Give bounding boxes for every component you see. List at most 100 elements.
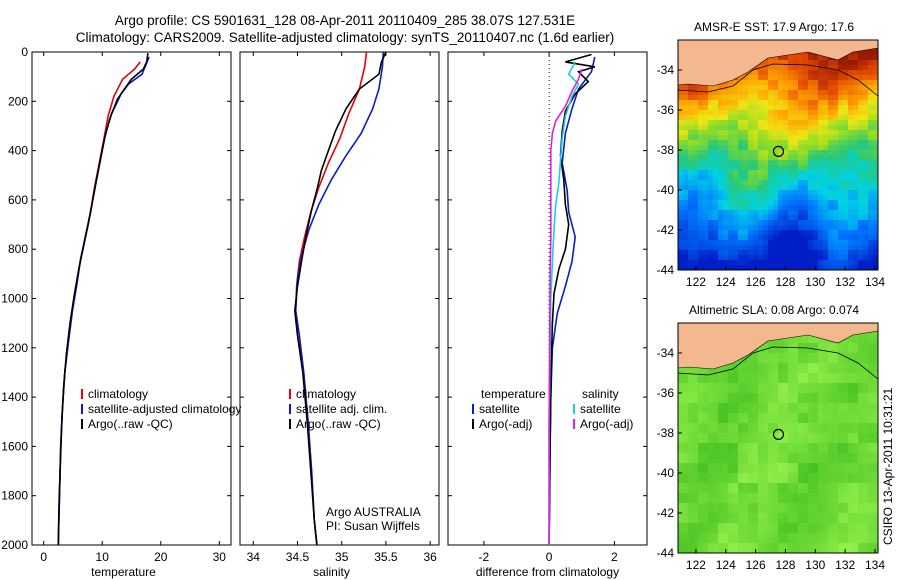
map-lon-label: 126 xyxy=(746,558,766,572)
x-tick-label: 36 xyxy=(423,550,437,564)
x-tick-label: 10 xyxy=(96,550,110,564)
legend-label: satellite adj. clim. xyxy=(296,402,387,416)
series-line-argo-raw-qc- xyxy=(57,53,149,545)
y-tick-label: 0 xyxy=(21,45,28,59)
map-frame xyxy=(677,39,879,271)
map-lat-label: -38 xyxy=(657,426,675,440)
map-lat-label: -42 xyxy=(657,223,675,237)
legend-label: satellite xyxy=(479,402,520,416)
panel-salinity_panel: 34 34.5 35 35.5 36 salinity climatologysatelli… xyxy=(239,51,440,579)
panel-frame xyxy=(31,51,232,546)
footer-timestamp: CSIRO 13-Apr-2011 10:31:21 xyxy=(881,387,895,545)
panel-frame xyxy=(239,51,440,546)
series-line-argo-raw-qc- xyxy=(293,52,387,545)
map-lat-label: -40 xyxy=(657,183,675,197)
panel-frame xyxy=(447,51,648,546)
legend-label: satellite xyxy=(580,402,621,416)
map-lon-label: 132 xyxy=(835,558,855,572)
map-lon-label: 128 xyxy=(775,275,795,289)
map-lon-label: 124 xyxy=(716,558,736,572)
map-lon-label: 126 xyxy=(746,275,766,289)
x-tick-label: 2 xyxy=(611,550,618,564)
figure-title-line1: Argo profile: CS 5901631_128 08-Apr-2011… xyxy=(115,13,575,28)
map-lat-label: -44 xyxy=(657,546,675,560)
y-tick-label: 2000 xyxy=(1,538,28,552)
series-line-salinity-argo-adj- xyxy=(548,69,583,545)
legend-label: Argo(..raw -QC) xyxy=(296,417,381,431)
series-line-satellite-adj-clim- xyxy=(294,52,385,545)
map-lon-label: 132 xyxy=(835,275,855,289)
x-tick-label: 34 xyxy=(247,550,261,564)
y-tick-label: 1600 xyxy=(1,439,28,453)
map-lat-label: -34 xyxy=(657,346,675,360)
map-frame xyxy=(677,322,879,554)
x-tick-label: 35.5 xyxy=(374,550,398,564)
y-tick-label: 400 xyxy=(8,144,28,158)
y-tick-label: 1000 xyxy=(1,292,28,306)
series-line-temperature-satellite xyxy=(548,56,596,545)
legend-label: satellite-adjusted climatology xyxy=(88,402,241,416)
y-tick-label: 200 xyxy=(8,94,28,108)
map-title: AMSR-E SST: 17.9 Argo: 17.6 xyxy=(694,20,854,34)
y-tick-label: 800 xyxy=(8,242,28,256)
depth-contour xyxy=(678,63,878,97)
panel-temperature_panel: 0 200 400 600 800 1000 1200 1400 1600 1800 2000 0 10… xyxy=(1,45,241,579)
annotation-text: PI: Susan Wijffels xyxy=(326,519,420,533)
map-lat-label: -42 xyxy=(657,506,675,520)
y-tick-label: 1400 xyxy=(1,390,28,404)
map-lat-label: -40 xyxy=(657,466,675,480)
map-lon-label: 134 xyxy=(865,275,885,289)
x-axis-label: temperature xyxy=(91,565,156,579)
map-field xyxy=(678,323,878,553)
map-lat-label: -44 xyxy=(657,263,675,277)
map-lon-label: 134 xyxy=(865,558,885,572)
legend-label: climatology xyxy=(296,387,356,401)
map-lat-label: -34 xyxy=(657,63,675,77)
series-line-temperature-argo-adj- xyxy=(548,53,596,545)
map-lat-label: -36 xyxy=(657,103,675,117)
map-lon-label: 122 xyxy=(686,275,706,289)
legend-label: temperature xyxy=(481,387,546,401)
x-axis-label: salinity xyxy=(313,565,350,579)
figure-title-line2: Climatology: CARS2009. Satellite-adjuste… xyxy=(76,30,615,45)
series-line-salinity-satellite xyxy=(548,61,580,545)
series-line-satellite-adjusted-climatology xyxy=(57,56,150,545)
float-position-marker xyxy=(772,145,785,157)
map-lat-label: -38 xyxy=(657,143,675,157)
series-line-climatology xyxy=(294,52,368,545)
x-tick-label: 30 xyxy=(213,550,227,564)
map-lon-label: 128 xyxy=(775,558,795,572)
map-lon-label: 130 xyxy=(805,275,825,289)
land-mass xyxy=(678,40,878,87)
float-position-marker xyxy=(772,428,785,440)
series-line-climatology xyxy=(57,61,141,545)
map-panels: AMSR-E SST: 17.9 Argo: 17.6 122 124 126 128 1… xyxy=(657,20,886,572)
legend-label: salinity xyxy=(582,387,619,401)
legend-label: Argo(-adj) xyxy=(479,417,532,431)
x-tick-label: 35 xyxy=(335,550,349,564)
map-lon-label: 130 xyxy=(805,558,825,572)
depth-contour xyxy=(678,346,878,380)
x-tick-label: 0 xyxy=(546,550,553,564)
map-sla: Altimetric SLA: 0.08 Argo: 0.074 122 124 12… xyxy=(657,303,886,572)
y-tick-label: 600 xyxy=(8,193,28,207)
map-lat-label: -36 xyxy=(657,386,675,400)
map-lon-label: 124 xyxy=(716,275,736,289)
x-tick-label: -2 xyxy=(479,550,490,564)
legend-label: climatology xyxy=(88,387,148,401)
y-tick-label: 1200 xyxy=(1,341,28,355)
x-tick-label: 0 xyxy=(40,550,47,564)
legend-label: Argo(..raw -QC) xyxy=(88,417,173,431)
y-tick-label: 1800 xyxy=(1,489,28,503)
map-sst: AMSR-E SST: 17.9 Argo: 17.6 122 124 126 128 1… xyxy=(657,20,886,289)
map-lon-label: 122 xyxy=(686,558,706,572)
annotation-text: Argo AUSTRALIA xyxy=(326,505,421,519)
x-tick-label: 20 xyxy=(154,550,168,564)
x-axis-label: difference from climatology xyxy=(476,565,619,579)
land-mass xyxy=(678,323,878,370)
x-tick-label: 34.5 xyxy=(286,550,310,564)
map-title: Altimetric SLA: 0.08 Argo: 0.074 xyxy=(689,303,859,317)
